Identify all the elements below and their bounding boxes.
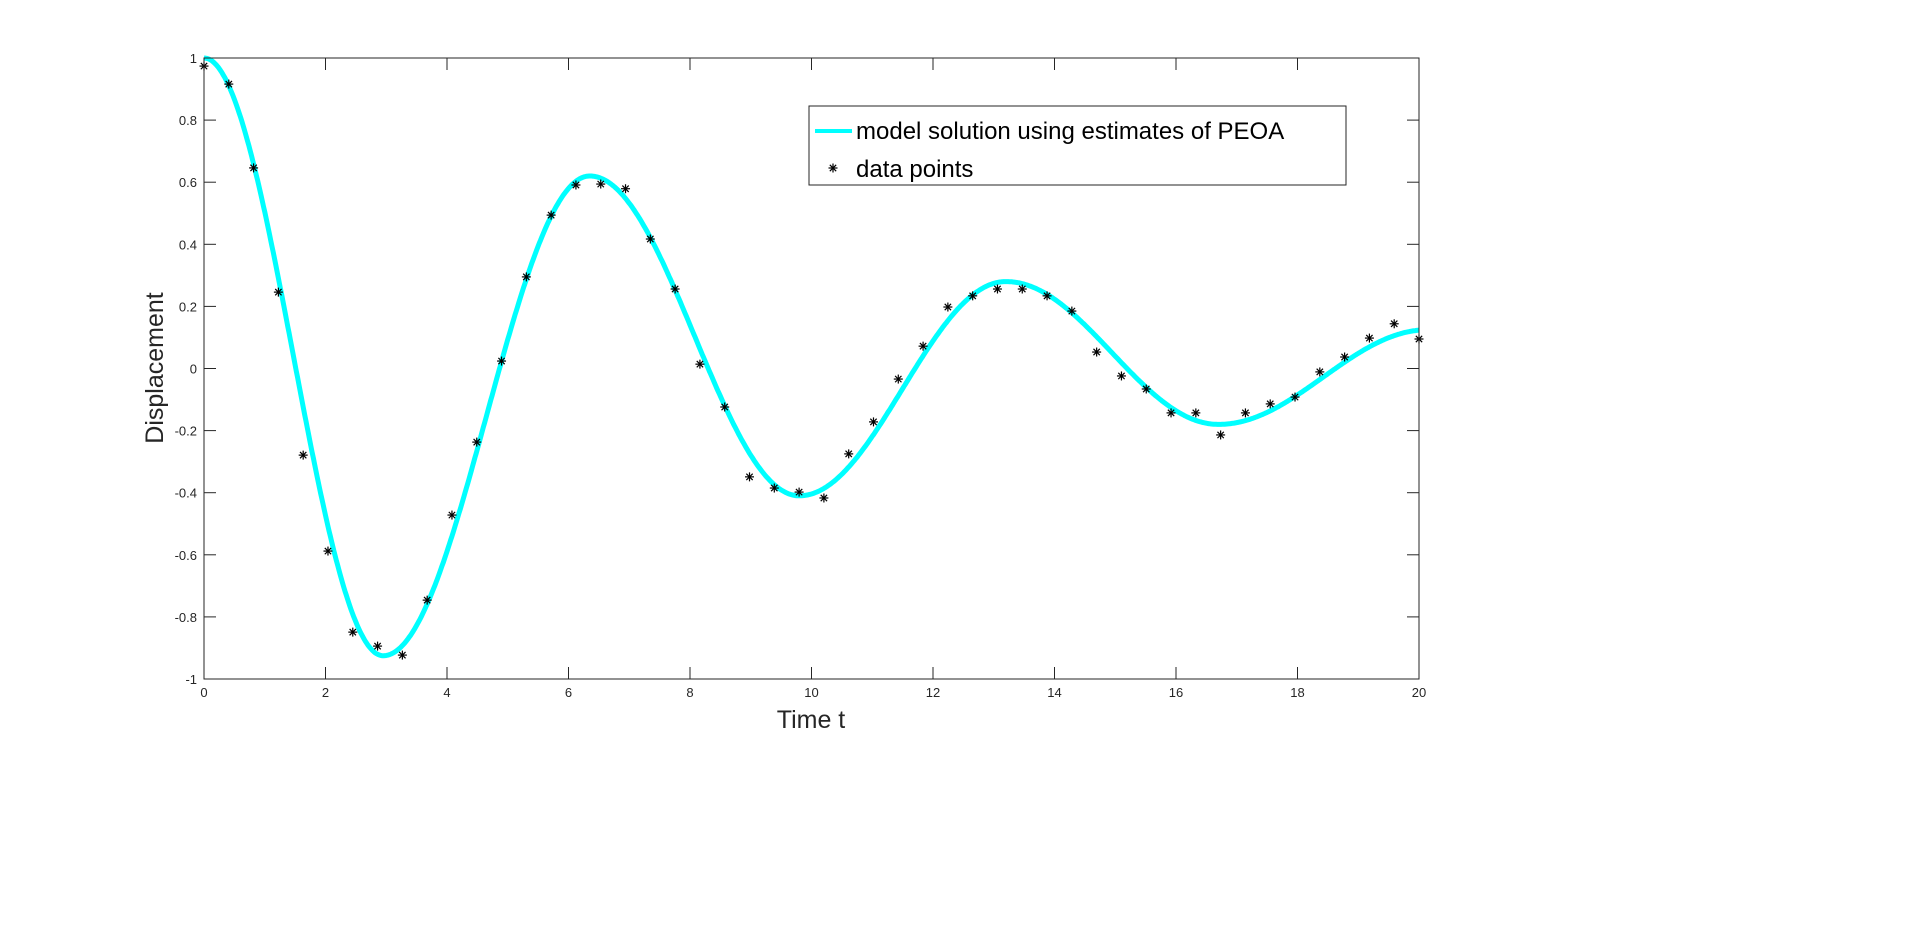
x-tick-label: 10 — [804, 685, 818, 700]
data-point — [819, 493, 829, 503]
data-point — [1092, 347, 1102, 357]
data-point — [422, 595, 432, 605]
data-point — [868, 417, 878, 427]
y-tick-label: 0.8 — [179, 113, 197, 128]
y-tick-label: -1 — [185, 672, 197, 687]
x-tick-label: 8 — [686, 685, 693, 700]
data-point — [1067, 306, 1077, 316]
x-tick-label: 0 — [200, 685, 207, 700]
data-point — [1166, 408, 1176, 418]
data-point — [571, 180, 581, 190]
data-point — [298, 450, 308, 460]
data-point — [1265, 399, 1275, 409]
y-tick-label: 0.4 — [179, 237, 197, 252]
x-tick-label: 2 — [322, 685, 329, 700]
legend-label-data: data points — [856, 156, 973, 183]
x-tick-label: 18 — [1290, 685, 1304, 700]
y-tick-label: -0.4 — [175, 486, 197, 501]
x-axis-label: Time t — [777, 706, 846, 734]
y-axis-label: Displacement — [141, 292, 169, 444]
axes-box — [203, 57, 1420, 680]
data-point — [918, 341, 928, 351]
y-tick-label: 0.2 — [179, 299, 197, 314]
asterisk-icon — [828, 163, 838, 173]
data-point — [348, 627, 358, 637]
legend-asterisk-marker — [828, 163, 838, 173]
data-point — [1216, 430, 1226, 440]
data-point — [670, 284, 680, 294]
data-point — [397, 650, 407, 660]
data-point — [273, 287, 283, 297]
data-point — [844, 449, 854, 459]
data-point — [943, 302, 953, 312]
legend: model solution using estimates of PEOA d… — [808, 105, 1347, 186]
data-point — [745, 472, 755, 482]
y-tick-label: 1 — [190, 51, 197, 66]
data-point — [447, 510, 457, 520]
y-tick-label: -0.2 — [175, 424, 197, 439]
legend-label-model: model solution using estimates of PEOA — [856, 118, 1284, 145]
data-point — [1141, 384, 1151, 394]
data-point — [546, 210, 556, 220]
y-tick-label: -0.6 — [175, 548, 197, 563]
data-point — [249, 163, 259, 173]
legend-box — [808, 105, 1347, 186]
x-tick-label: 16 — [1169, 685, 1183, 700]
data-point — [1240, 408, 1250, 418]
model-solution-line — [202, 55, 1421, 659]
y-tick-label: 0.6 — [179, 175, 197, 190]
data-point — [695, 359, 705, 369]
data-point — [472, 437, 482, 447]
data-point — [769, 483, 779, 493]
x-tick-label: 12 — [926, 685, 940, 700]
data-point — [968, 291, 978, 301]
y-tick-label: -0.8 — [175, 610, 197, 625]
data-point — [893, 374, 903, 384]
data-point — [1017, 284, 1027, 294]
data-point — [720, 402, 730, 412]
x-tick-label: 14 — [1047, 685, 1061, 700]
x-tick-label: 20 — [1412, 685, 1426, 700]
data-point — [1315, 367, 1325, 377]
y-tick-label: 0 — [190, 362, 197, 377]
x-tick-label: 6 — [565, 685, 572, 700]
data-point — [645, 234, 655, 244]
data-point — [992, 284, 1002, 294]
data-point — [1389, 319, 1399, 329]
data-point — [1340, 352, 1350, 362]
x-tick-label: 4 — [443, 685, 450, 700]
data-point — [1290, 392, 1300, 402]
data-point — [521, 272, 531, 282]
data-point — [1364, 333, 1374, 343]
data-point — [323, 546, 333, 556]
data-point — [1116, 371, 1126, 381]
data-point — [1191, 408, 1201, 418]
data-point — [224, 79, 234, 89]
data-point — [596, 179, 606, 189]
data-point — [497, 356, 507, 366]
data-point — [621, 184, 631, 194]
data-point — [794, 487, 804, 497]
data-point — [373, 641, 383, 651]
data-point — [1042, 291, 1052, 301]
